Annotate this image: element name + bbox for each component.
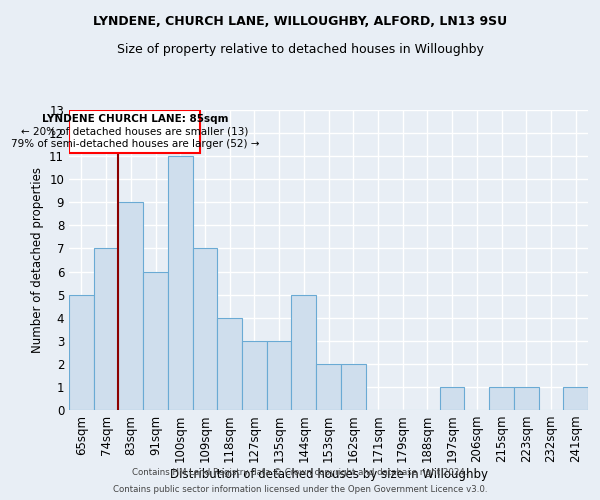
Bar [341,364,365,410]
Text: Contains public sector information licensed under the Open Government Licence v3: Contains public sector information licen… [113,486,487,494]
Bar [267,341,292,410]
Bar [69,294,94,410]
Bar [70,110,200,152]
Bar [217,318,242,410]
Text: LYNDENE, CHURCH LANE, WILLOUGHBY, ALFORD, LN13 9SU: LYNDENE, CHURCH LANE, WILLOUGHBY, ALFORD… [93,15,507,28]
Bar [440,387,464,410]
Bar [514,387,539,410]
Text: Size of property relative to detached houses in Willoughby: Size of property relative to detached ho… [116,42,484,56]
Bar [242,341,267,410]
Text: ← 20% of detached houses are smaller (13): ← 20% of detached houses are smaller (13… [21,126,248,136]
Bar [489,387,514,410]
Text: 79% of semi-detached houses are larger (52) →: 79% of semi-detached houses are larger (… [11,139,259,149]
X-axis label: Distribution of detached houses by size in Willoughby: Distribution of detached houses by size … [170,468,487,481]
Bar [193,248,217,410]
Bar [316,364,341,410]
Bar [168,156,193,410]
Bar [118,202,143,410]
Bar [292,294,316,410]
Bar [94,248,118,410]
Text: LYNDENE CHURCH LANE: 85sqm: LYNDENE CHURCH LANE: 85sqm [42,114,228,124]
Y-axis label: Number of detached properties: Number of detached properties [31,167,44,353]
Text: Contains HM Land Registry data © Crown copyright and database right 2024.: Contains HM Land Registry data © Crown c… [132,468,468,477]
Bar [563,387,588,410]
Bar [143,272,168,410]
